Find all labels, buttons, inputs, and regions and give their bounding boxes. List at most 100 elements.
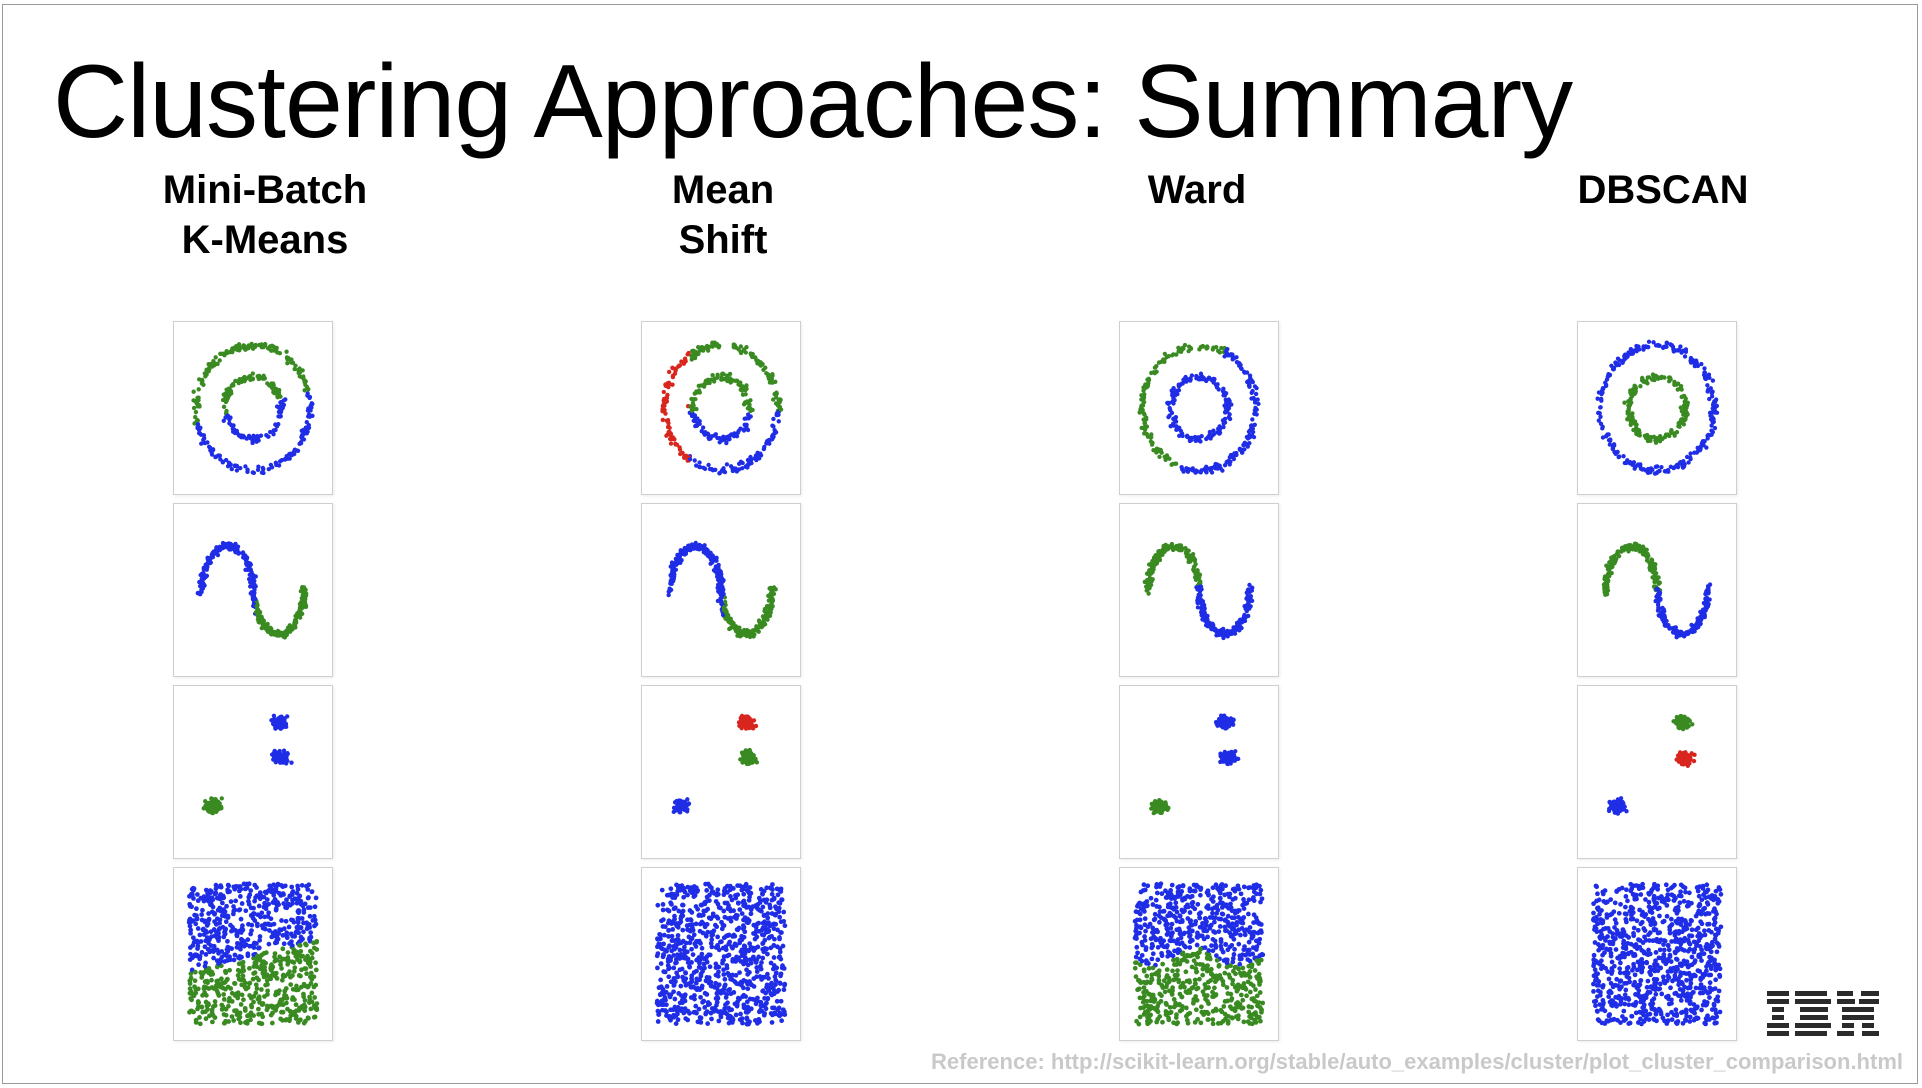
data-point — [705, 1021, 711, 1026]
data-point — [717, 939, 723, 945]
data-point — [715, 934, 721, 940]
data-point — [781, 987, 787, 993]
data-point — [258, 433, 264, 438]
data-point — [697, 464, 703, 470]
data-point — [704, 959, 710, 965]
data-point — [689, 408, 695, 413]
data-point — [680, 450, 685, 456]
data-point — [221, 992, 227, 997]
data-point — [681, 361, 687, 366]
data-point — [1202, 616, 1207, 622]
data-point — [1171, 957, 1176, 963]
panel-ward-uniform-square — [1119, 867, 1279, 1041]
data-point — [277, 393, 283, 399]
data-point — [676, 804, 681, 810]
data-point — [1154, 446, 1160, 451]
data-point — [766, 935, 772, 941]
data-point — [248, 436, 253, 441]
data-point — [307, 994, 312, 1000]
data-point — [227, 547, 232, 552]
data-point — [298, 606, 303, 611]
data-point — [777, 980, 783, 986]
data-point — [699, 983, 705, 989]
data-point — [1192, 568, 1198, 574]
data-point — [301, 1020, 307, 1026]
data-point — [746, 629, 752, 634]
data-point — [771, 397, 776, 402]
data-point — [263, 982, 269, 988]
data-point — [759, 932, 765, 937]
column-header-line: Ward — [1147, 168, 1247, 212]
data-point — [689, 976, 694, 981]
data-point — [706, 915, 712, 921]
data-point — [1177, 383, 1183, 388]
panel-mean-shift-noisy-circles — [641, 321, 801, 495]
data-point — [742, 944, 748, 949]
data-point — [1221, 626, 1226, 632]
data-point — [769, 1020, 775, 1025]
data-point — [658, 932, 664, 938]
data-point — [245, 467, 250, 472]
data-point — [277, 459, 283, 464]
data-point — [280, 946, 286, 952]
data-point — [194, 915, 200, 921]
data-point — [1252, 408, 1258, 413]
data-point — [774, 395, 779, 400]
data-point — [671, 906, 677, 912]
data-point — [213, 922, 219, 927]
data-point — [739, 911, 745, 916]
data-point — [719, 919, 724, 925]
data-point — [223, 1012, 229, 1018]
data-point — [775, 927, 780, 933]
data-point — [696, 964, 702, 970]
data-point — [241, 881, 247, 887]
data-point — [748, 960, 754, 966]
data-point — [693, 423, 698, 429]
panel-ward-noisy-circles — [1119, 321, 1279, 495]
data-point — [721, 605, 727, 610]
data-point — [740, 926, 746, 932]
data-point — [276, 414, 281, 419]
data-point — [267, 887, 272, 893]
data-point — [280, 1002, 286, 1008]
data-point — [1253, 391, 1259, 397]
data-point — [278, 997, 284, 1003]
data-point — [275, 989, 281, 995]
data-point — [192, 978, 198, 984]
data-point — [211, 943, 217, 949]
data-point — [1206, 375, 1212, 380]
data-point — [298, 973, 303, 979]
data-point — [243, 908, 249, 914]
data-point — [259, 617, 264, 622]
data-point — [1238, 362, 1243, 368]
data-point — [261, 974, 267, 980]
data-point — [724, 434, 729, 440]
data-point — [1227, 630, 1232, 636]
data-point — [1233, 749, 1238, 754]
data-point — [780, 943, 786, 949]
data-point — [1147, 571, 1153, 576]
data-point — [663, 989, 669, 995]
data-point — [670, 920, 676, 926]
data-point — [705, 348, 711, 353]
data-point — [687, 1010, 692, 1016]
data-point — [300, 436, 305, 442]
data-point — [248, 577, 253, 582]
data-point — [727, 1013, 733, 1019]
data-point — [702, 1005, 708, 1010]
data-point — [303, 941, 308, 947]
data-point — [1204, 470, 1209, 475]
data-point — [1139, 403, 1145, 408]
data-point — [1202, 606, 1207, 611]
data-point — [663, 997, 668, 1003]
data-point — [773, 430, 779, 435]
data-point — [1211, 428, 1216, 433]
data-point — [1172, 417, 1178, 423]
data-point — [1229, 749, 1234, 755]
data-point — [1159, 552, 1164, 558]
data-point — [227, 957, 233, 963]
data-point — [698, 994, 703, 1000]
data-point — [752, 627, 758, 632]
data-point — [729, 379, 734, 384]
data-point — [1141, 399, 1147, 405]
